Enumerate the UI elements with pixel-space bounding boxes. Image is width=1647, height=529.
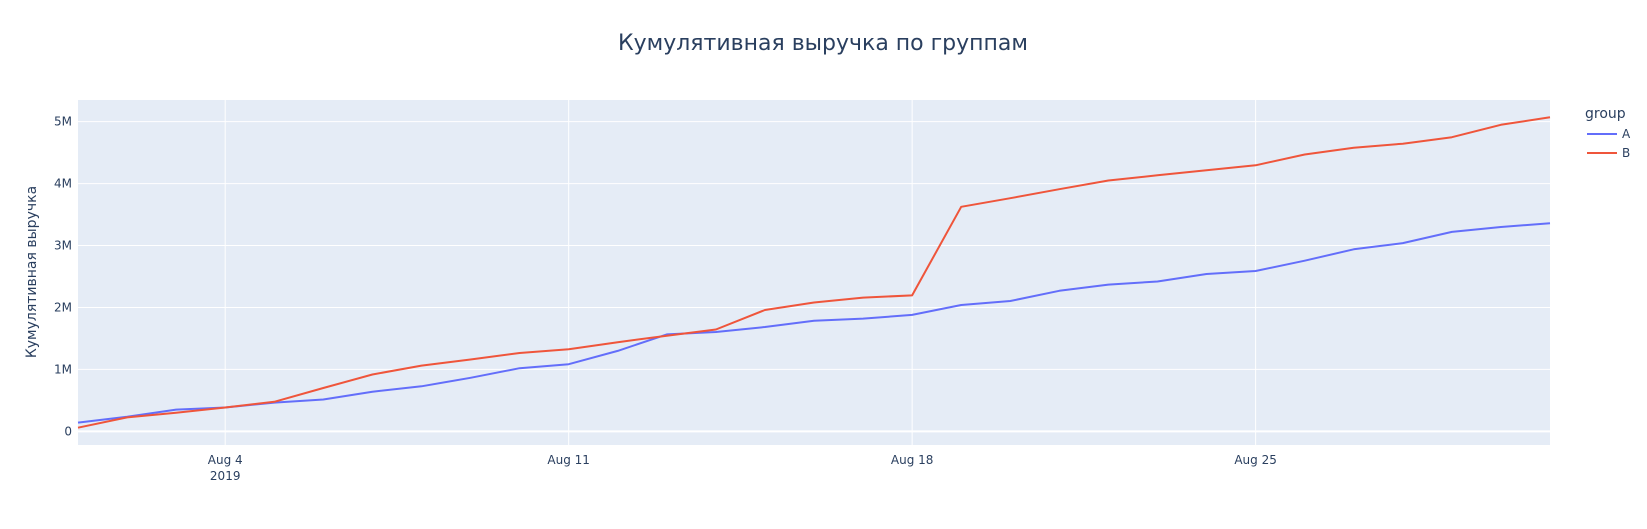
series-line-b (77, 116, 1551, 429)
x-tick-sublabel: 2019 (210, 469, 241, 483)
y-tick-label: 0 (64, 424, 72, 438)
x-tick-label: Aug 4 (208, 453, 243, 467)
y-tick-labels: 0 1M 2M 3M 4M 5M (54, 115, 72, 439)
series-line-a (77, 222, 1551, 424)
chart-title: Кумулятивная выручка по группам (618, 31, 1028, 56)
x-tick-label: Aug 18 (891, 453, 934, 467)
x-tick-label: Aug 11 (547, 453, 590, 467)
y-tick-label: 2M (54, 300, 72, 314)
x-tick-labels: Aug 4 2019 Aug 11 Aug 18 Aug 25 (208, 453, 1277, 483)
y-tick-label: 5M (54, 115, 72, 129)
series-layer (77, 116, 1551, 429)
x-tick-label: Aug 25 (1234, 453, 1277, 467)
legend-title: group (1585, 106, 1626, 122)
x-gridlines (224, 100, 1257, 445)
y-tick-label: 3M (54, 239, 72, 253)
legend-label-a: A (1622, 127, 1631, 141)
y-tick-label: 1M (54, 362, 72, 376)
y-tick-label: 4M (54, 177, 72, 191)
y-axis-label: Кумулятивная выручка (24, 186, 40, 358)
legend-label-b: B (1622, 146, 1630, 160)
y-gridlines (78, 121, 1550, 433)
legend: group AB (1585, 106, 1631, 160)
